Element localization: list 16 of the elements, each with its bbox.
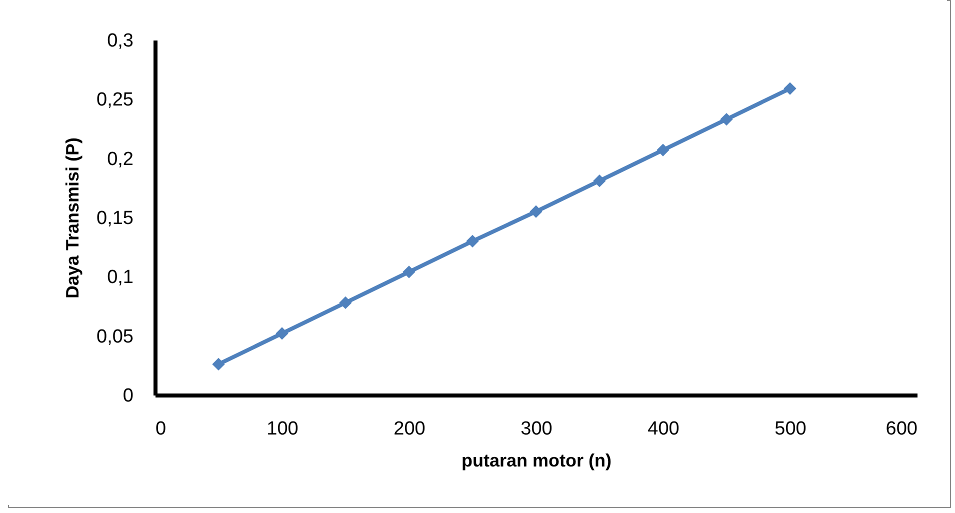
x-tick-label: 0 <box>156 418 166 440</box>
y-tick-label: 0,05 <box>96 326 134 348</box>
x-tick-label: 200 <box>394 418 426 440</box>
x-tick-label: 500 <box>774 418 806 440</box>
y-axis-title: Daya Transmisi (P) <box>62 137 83 299</box>
x-tick-label: 600 <box>886 418 918 440</box>
y-tick-label: 0,25 <box>96 90 134 111</box>
y-tick-label: 0,1 <box>107 267 134 288</box>
y-tick-label: 0,15 <box>96 208 134 229</box>
x-tick-label: 300 <box>520 418 552 440</box>
y-tick-label: 0,2 <box>107 148 134 170</box>
y-tick-label: 0,3 <box>107 30 134 52</box>
x-axis-title: putaran motor (n) <box>462 450 612 470</box>
x-tick-label: 100 <box>266 418 298 440</box>
y-tick-label: 0 <box>122 386 134 406</box>
x-tick-label: 400 <box>648 418 680 440</box>
